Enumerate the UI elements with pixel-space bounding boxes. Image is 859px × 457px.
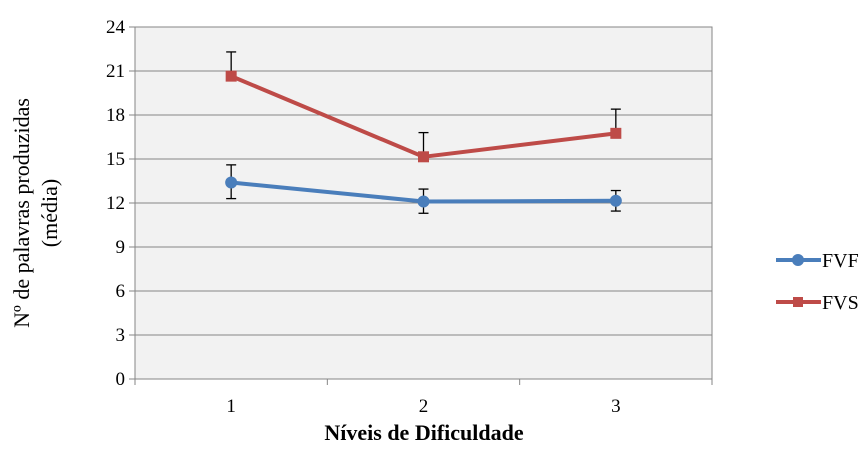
y-tick-label-0: 0 <box>116 369 126 390</box>
y-axis-title-line-2: (média) <box>37 179 62 247</box>
y-tick-label-6: 6 <box>116 281 126 302</box>
series-fvs <box>225 51 622 163</box>
legend: FVF FVS <box>776 250 859 314</box>
y-tick-label-24: 24 <box>106 17 126 38</box>
point-fvf-3 <box>609 194 622 207</box>
point-fvf-2 <box>417 195 430 208</box>
legend-marker-fvf <box>792 254 804 266</box>
y-tick-label-18: 18 <box>106 105 125 126</box>
point-fvf-1 <box>225 176 238 189</box>
x-tick-label-1: 1 <box>226 396 236 417</box>
legend-label-fvf: FVF <box>822 250 859 272</box>
x-tick-label-2: 2 <box>419 396 429 417</box>
y-tick-label-21: 21 <box>106 61 125 82</box>
legend-item-fvs: FVS <box>776 292 859 314</box>
x-tick-label-3: 3 <box>611 396 621 417</box>
y-tick-label-15: 15 <box>106 149 125 170</box>
y-axis-title-line-1: Nº de palavras produzidas <box>9 98 34 328</box>
y-tick-label-9: 9 <box>116 237 126 258</box>
legend-label-fvs: FVS <box>822 292 859 314</box>
series-layer <box>225 51 622 214</box>
series-fvf <box>225 164 622 214</box>
point-fvs-1 <box>225 70 237 82</box>
y-tick-labels: 0 3 6 9 12 15 18 21 24 <box>106 17 126 390</box>
x-tick-labels: 1 2 3 <box>226 396 620 417</box>
x-axis-title: Níveis de Dificuldade <box>324 420 523 445</box>
point-fvs-2 <box>418 151 429 163</box>
legend-item-fvf: FVF <box>776 250 859 272</box>
y-tick-label-12: 12 <box>106 193 125 214</box>
legend-marker-fvs <box>793 297 803 307</box>
y-tick-label-3: 3 <box>116 325 126 346</box>
point-fvs-3 <box>610 127 622 139</box>
axes <box>129 26 713 385</box>
